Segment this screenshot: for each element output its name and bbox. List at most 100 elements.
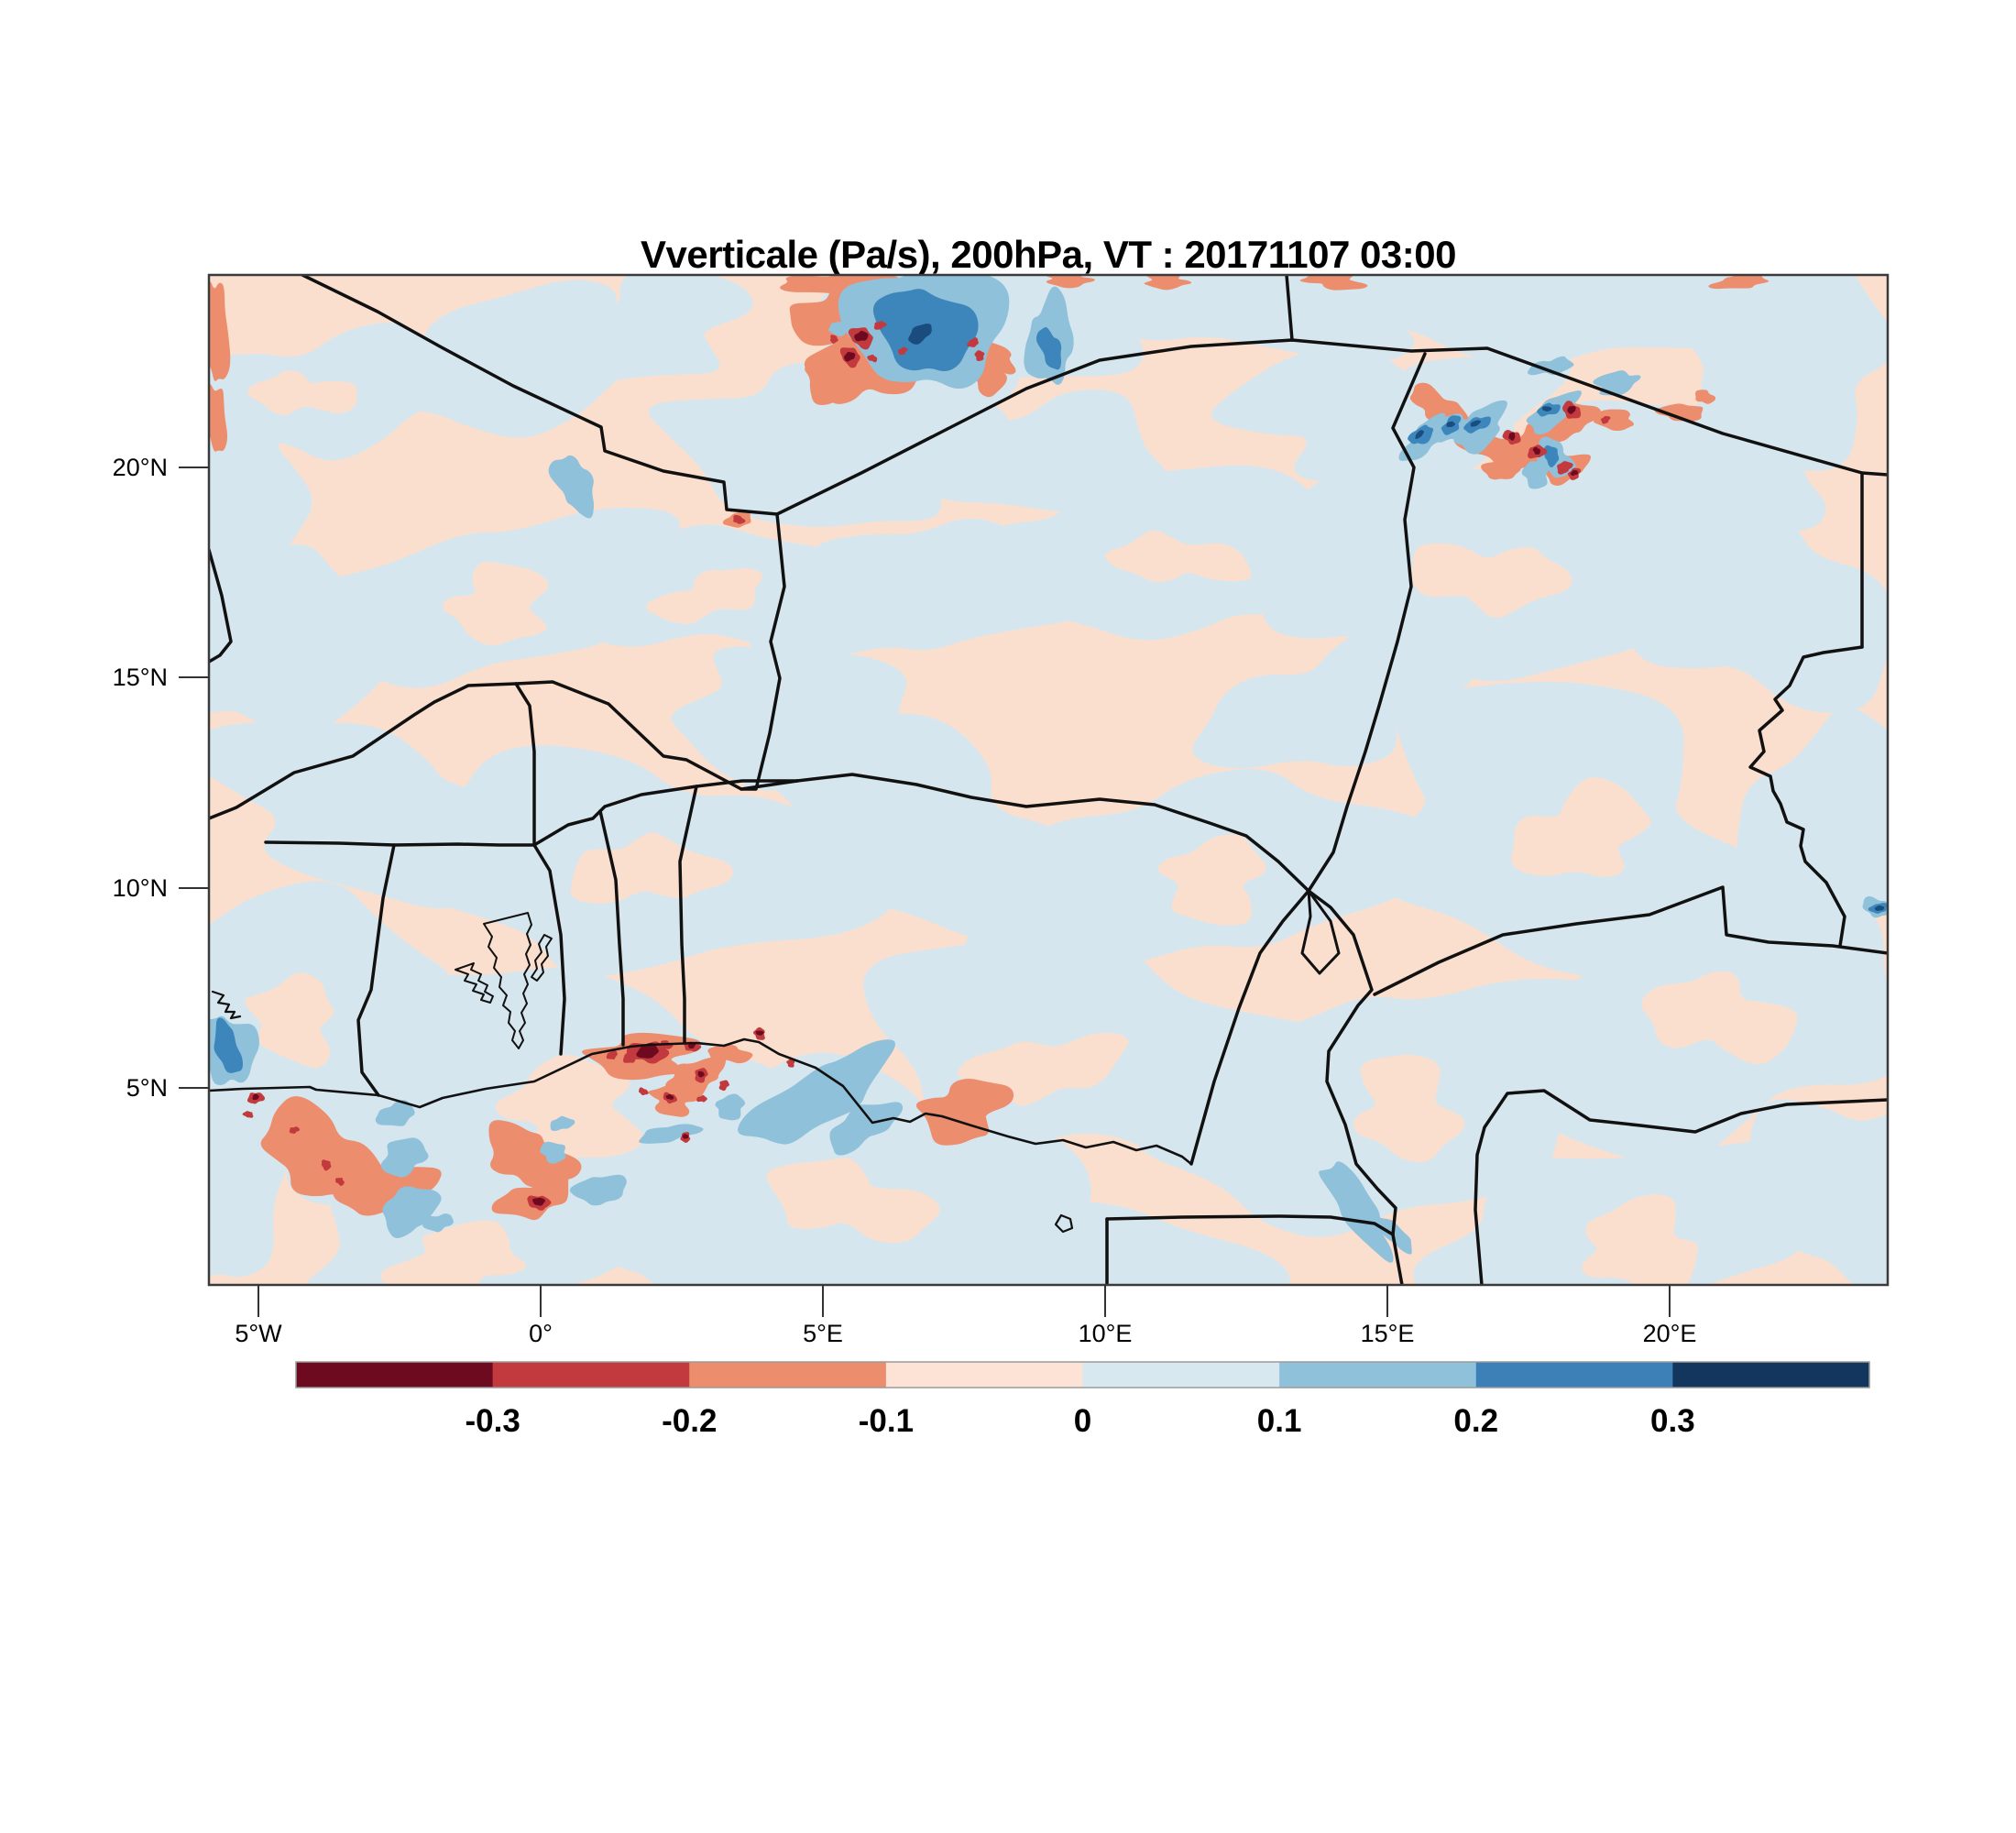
contour-blob-mid-blue [380, 1137, 429, 1178]
contour-blob-mid-blue [639, 1124, 704, 1144]
contour-blob-mid-blue [738, 1039, 896, 1145]
contour-blob-pink-patch [443, 562, 549, 646]
border-nigeria-cameroon [1189, 889, 1310, 1166]
contour-blob-pale-blue [1192, 612, 1474, 769]
contour-blob-mid-blue [880, 363, 901, 379]
contour-blob-red [867, 354, 878, 363]
border-cameroon-south [1105, 1214, 1395, 1236]
contour-blob-pink-patch [1105, 531, 1252, 582]
border-lake-chad-loop [1300, 889, 1341, 975]
contour-blob-salmon [1144, 275, 1192, 291]
border-niger-chad [1307, 352, 1427, 893]
border-mauritania-left [209, 548, 233, 664]
contour-blob-red [974, 350, 985, 361]
contour-blob-pale-blue [1587, 489, 1888, 713]
contour-blob-red [1600, 415, 1611, 424]
contour-blob-navy [1874, 905, 1885, 911]
border-ghana-togo [532, 843, 566, 1056]
contour-blob-navy [908, 324, 932, 345]
contour-blob-pink-patch [1157, 834, 1266, 926]
contour-blob-navy [1541, 406, 1552, 412]
colorbar-tick-label: 0.3 [1650, 1403, 1695, 1439]
x-axis-tick-label: 20°E [1643, 1320, 1697, 1347]
lake-volta-main [483, 912, 532, 1049]
contour-blob-pale-blue [209, 369, 312, 602]
contour-blob-mid-blue [550, 1115, 575, 1132]
border-chad-cameroon [1307, 889, 1404, 1285]
contour-blob-mid-blue [382, 1186, 442, 1239]
contour-blob-maroon [636, 1042, 659, 1059]
contour-blob-salmon [915, 1079, 1014, 1146]
map-frame [207, 273, 1890, 1287]
contour-blob-red [718, 1080, 730, 1092]
lake-volta-west-arm [455, 962, 494, 1004]
contour-blob-salmon [209, 280, 231, 381]
x-axis-tick-label: 5°W [235, 1320, 282, 1347]
contour-blob-pink-patch [1353, 1054, 1465, 1163]
contour-blob-red [696, 1095, 707, 1103]
contour-blob-pale-blue [920, 390, 1165, 514]
contour-blob-maroon [755, 1030, 764, 1036]
contour-blob-pale-blue [1749, 1099, 1888, 1285]
border-burkina-south [264, 840, 536, 847]
contour-blob-salmon [1593, 409, 1635, 432]
contour-blob-mid-blue [375, 1100, 415, 1126]
contour-blob-salmon [1708, 275, 1769, 290]
border-cotedivoire-ghana [356, 843, 396, 1097]
coastline-gulf-west [209, 1043, 651, 1109]
y-axis-tick-label: 5°N [126, 1074, 168, 1102]
border-togo-benin [598, 809, 625, 1047]
colorbar-tick-label: -0.2 [662, 1403, 717, 1439]
contour-blob-navy [1446, 421, 1456, 428]
border-algeria-niger [775, 338, 1294, 516]
contour-blob-red [897, 346, 908, 356]
contour-blob-navy [1470, 420, 1482, 427]
colorbar-segment [1672, 1362, 1870, 1388]
contour-blob-mid-blue [1521, 461, 1550, 489]
colorbar-segment [689, 1362, 887, 1388]
contour-blob-maroon [1570, 470, 1578, 477]
contour-blob-salmon [780, 275, 903, 294]
contour-blob-maroon [682, 1134, 689, 1139]
contour-blob-maroon [697, 1070, 705, 1078]
colorbar-tick-label: -0.3 [465, 1403, 520, 1439]
contour-blob-pale-blue [209, 1031, 301, 1278]
contour-blob-pale-blue [672, 646, 907, 791]
y-axis-tick-label: 15°N [113, 664, 168, 691]
contour-blob-salmon [1299, 275, 1368, 291]
contour-blob-blue [1544, 445, 1560, 467]
figure-title: Vverticale (Pa/s), 200hPa, VT : 20171107… [641, 233, 1456, 276]
contour-blob-mid-blue [548, 455, 595, 519]
contour-blob-navy [1415, 430, 1424, 440]
colorbar-tick-label: -0.1 [859, 1403, 914, 1439]
border-mali-niger-east [740, 512, 786, 791]
border-niger-nigeria [795, 773, 1310, 893]
colorbar-segment [1279, 1362, 1477, 1388]
x-axis-tick-label: 15°E [1361, 1320, 1415, 1347]
border-burkina-benin [532, 779, 799, 847]
contour-blob-blue [214, 1017, 244, 1073]
x-axis-tick-label: 5°E [803, 1320, 843, 1347]
contour-blob-salmon [209, 384, 228, 452]
contour-blob-mid-blue [569, 1174, 627, 1206]
contour-blob-pink-patch [380, 1220, 526, 1285]
x-axis-tick-label: 10°E [1079, 1320, 1133, 1347]
border-burkina-togo [514, 682, 536, 847]
contour-blob-salmon [1409, 382, 1470, 424]
x-axis-tick-label: 0° [529, 1320, 553, 1347]
border-algeria-libya [1285, 275, 1294, 342]
contour-blob-maroon [1508, 432, 1516, 441]
contour-blob-red [321, 1159, 332, 1171]
border-benin-nigeria [678, 785, 698, 1044]
contour-blob-pink-patch [1511, 777, 1651, 877]
contour-blob-salmon [1654, 403, 1704, 422]
colorbar-outline [295, 1361, 1870, 1388]
contour-blob-pink-patch [1582, 1194, 1698, 1285]
contour-blob-red [786, 1059, 795, 1068]
contour-blob-maroon [252, 1093, 259, 1101]
contour-blob-pink-patch [1411, 543, 1572, 619]
colorbar-tick-label: 0.2 [1453, 1403, 1498, 1439]
contour-blob-blue [1035, 327, 1062, 370]
contour-blob-salmon [707, 1044, 753, 1064]
